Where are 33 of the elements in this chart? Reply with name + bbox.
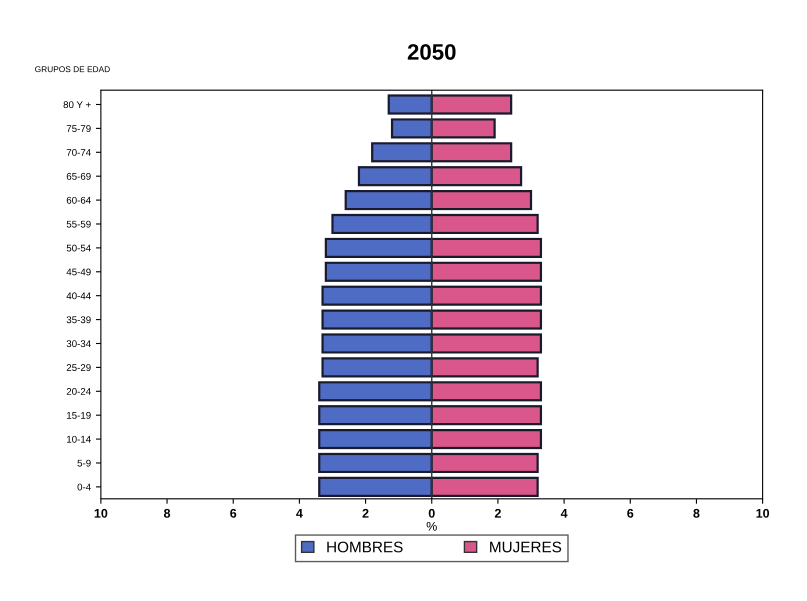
- y-tick-label: 60-64: [66, 196, 91, 204]
- y-tick-label: 50-54: [66, 244, 91, 252]
- legend-label: HOMBRES: [327, 542, 403, 552]
- x-tick-label: 10: [756, 508, 770, 518]
- x-tick-label: 4: [560, 509, 568, 518]
- y-tick-label: 55-59: [66, 220, 91, 228]
- legend-label: MUJERES: [490, 542, 562, 552]
- x-tick-label: 6: [627, 508, 634, 518]
- x-tick-label: 10: [94, 508, 108, 518]
- y-tick-label: 25-29: [66, 364, 91, 371]
- y-tick-label: 30-34: [66, 340, 91, 348]
- x-axis-title: %: [426, 522, 437, 531]
- y-tick-label: 5-9: [77, 460, 91, 467]
- y-tick-label: 15-19: [67, 412, 91, 419]
- x-tick-label: 4: [296, 509, 303, 518]
- y-tick-label: 10-14: [67, 436, 91, 443]
- y-tick-label: 0-4: [77, 484, 91, 490]
- y-tick-label: 35-39: [66, 316, 91, 324]
- chart-title: 2050: [408, 44, 456, 60]
- y-tick-label: 20-24: [66, 388, 91, 395]
- y-tick-label: 80 Y +: [64, 101, 91, 108]
- x-tick-label: 0: [428, 508, 435, 518]
- x-tick-label: 2: [494, 508, 501, 518]
- y-tick-label: 75-79: [66, 125, 91, 132]
- y-axis-title: GRUPOS DE EDAD: [35, 66, 110, 72]
- y-tick-label: 45-49: [66, 268, 91, 276]
- y-tick-label: 40-44: [66, 292, 91, 300]
- x-tick-label: 8: [164, 508, 170, 518]
- y-tick-label: 65-69: [66, 172, 91, 180]
- x-tick-label: 6: [230, 508, 236, 518]
- x-tick-label: 2: [362, 508, 369, 518]
- x-tick-label: 8: [693, 508, 700, 518]
- y-tick-label: 70-74: [66, 149, 91, 156]
